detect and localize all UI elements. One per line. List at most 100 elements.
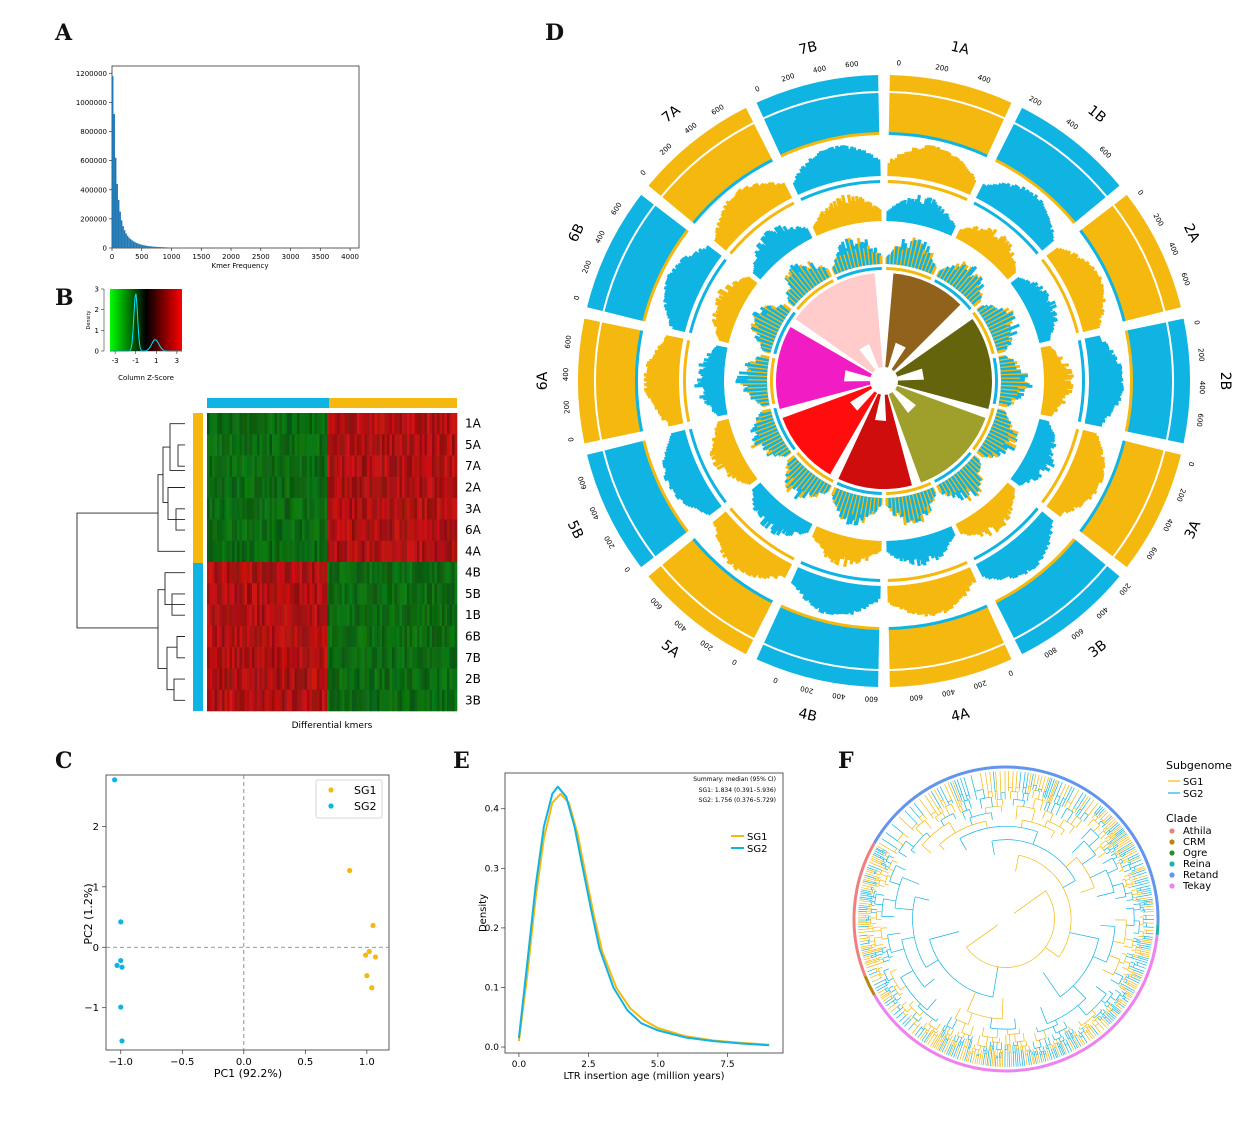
tree-branch xyxy=(1117,855,1121,859)
tree-branch xyxy=(915,896,930,901)
circos-tick-label: 400 xyxy=(683,121,698,135)
circos-hist-bar xyxy=(814,576,827,610)
circos-hist-bar-inner xyxy=(1001,260,1017,275)
circos-hist-bar-inner xyxy=(929,207,940,229)
heatmap-cell xyxy=(252,604,255,627)
heatmap-cell xyxy=(409,455,413,478)
heatmap-cell xyxy=(349,689,353,712)
circos-hist-bar-inner xyxy=(838,536,848,560)
heatmap-cell xyxy=(454,540,458,563)
circos-hist-bar xyxy=(672,473,703,491)
tree-branch xyxy=(892,996,895,999)
tree-arc xyxy=(882,958,885,962)
heatmap-cell xyxy=(422,604,425,627)
heatmap-cell xyxy=(367,668,370,691)
heatmap-cell xyxy=(372,476,375,499)
circos-hist-bar-inner xyxy=(1019,462,1043,479)
tree-branch xyxy=(970,1026,974,1036)
heatmap-cell xyxy=(412,625,415,648)
tree-branch xyxy=(962,811,966,820)
circos-hist-bar-inner xyxy=(897,201,903,222)
circos-hist-bar-inner xyxy=(975,228,993,252)
circos-tick-label: 200 xyxy=(603,534,617,550)
tree-branch xyxy=(1129,973,1133,976)
circos-hist-bar-inner xyxy=(712,320,734,331)
heatmap-cell xyxy=(217,604,220,627)
tree-leaf xyxy=(1022,772,1026,788)
tree-leaf xyxy=(993,771,996,792)
heatmap-cell xyxy=(447,583,450,605)
tree-branch xyxy=(886,851,891,855)
histogram-bar xyxy=(153,246,156,248)
heatmap-cell xyxy=(299,625,303,648)
tree-branch xyxy=(1054,1043,1057,1048)
heatmap-cell xyxy=(449,519,453,542)
tree-arc xyxy=(1065,1043,1068,1046)
tree-leaf xyxy=(1111,1010,1119,1017)
tree-branch xyxy=(1093,845,1101,852)
tree-branch xyxy=(944,1025,948,1032)
tree-leaf xyxy=(859,898,871,901)
heatmap-cell xyxy=(317,476,320,499)
tree-branch xyxy=(895,865,906,871)
heatmap-cell xyxy=(254,562,258,584)
tree-leaf xyxy=(875,982,886,989)
heatmap-cell xyxy=(442,562,445,584)
heatmap-cell xyxy=(337,476,340,499)
circos-hist-bar xyxy=(862,150,869,177)
circos-hist-bar xyxy=(1053,493,1075,509)
circos-hist-bar xyxy=(983,183,997,204)
circos-hist-bar-inner xyxy=(1030,442,1053,454)
heatmap-cell xyxy=(319,562,323,584)
heatmap-cell xyxy=(339,455,343,478)
circos-hist-bar xyxy=(1086,407,1112,415)
heatmap-cell xyxy=(237,498,240,520)
circos-hist-bar xyxy=(1069,465,1103,484)
circos-hist-bar-inner xyxy=(1040,345,1052,351)
heatmap-cell xyxy=(389,519,393,542)
tree-leaf xyxy=(1062,785,1070,799)
tree-leaf xyxy=(1041,1054,1045,1063)
circos-hist-bar-inner xyxy=(1003,485,1016,496)
heatmap-cell xyxy=(347,540,350,563)
ltr-density-ticks: 0.0 2.5 5.0 7.50.00.10.20.30.4 xyxy=(485,805,735,1070)
circos-inner-ring xyxy=(836,267,882,281)
heatmap-cell xyxy=(334,413,338,435)
tree-branch xyxy=(1082,1027,1085,1031)
heatmap-cell xyxy=(294,668,298,691)
heatmap-cell xyxy=(317,647,320,669)
tree-branch xyxy=(953,1034,957,1041)
heatmap-cell xyxy=(414,413,418,435)
tree-branch xyxy=(930,814,934,819)
heatmap-cell xyxy=(419,668,423,691)
circos-hist-bar-inner xyxy=(757,494,774,512)
tree-arc xyxy=(1136,962,1139,966)
heatmap-cell xyxy=(429,625,433,648)
circos-hist-bar xyxy=(850,583,858,615)
tree-arc xyxy=(990,1027,1016,1030)
circos-hist-bar xyxy=(916,582,926,615)
circos-inner-ring xyxy=(796,279,834,311)
tree-branch xyxy=(1081,854,1096,865)
heatmap-cell xyxy=(272,455,275,478)
tree-branch xyxy=(1121,978,1125,981)
tree-branch xyxy=(884,855,889,858)
heatmap-cell xyxy=(312,540,315,563)
tree-arc xyxy=(1034,789,1041,792)
circos-hist-bar-inner xyxy=(928,204,939,229)
tree-branch xyxy=(1119,982,1122,985)
tree-leaf xyxy=(1135,879,1149,884)
tree-leaf xyxy=(972,1052,976,1064)
tree-branch xyxy=(944,806,951,816)
circos-hist-bar-inner xyxy=(716,300,741,314)
tree-leaf xyxy=(864,874,876,879)
heatmap-cell xyxy=(249,498,253,520)
circos-hist-bar-inner xyxy=(718,294,743,310)
heatmap-row-label: 4B xyxy=(465,566,481,580)
heatmap-cell xyxy=(354,519,358,542)
circos-hist-bar xyxy=(1056,256,1079,273)
heatmap-cell xyxy=(234,519,238,542)
circos-hist-bar xyxy=(669,431,687,440)
heatmap-cell xyxy=(379,562,383,584)
